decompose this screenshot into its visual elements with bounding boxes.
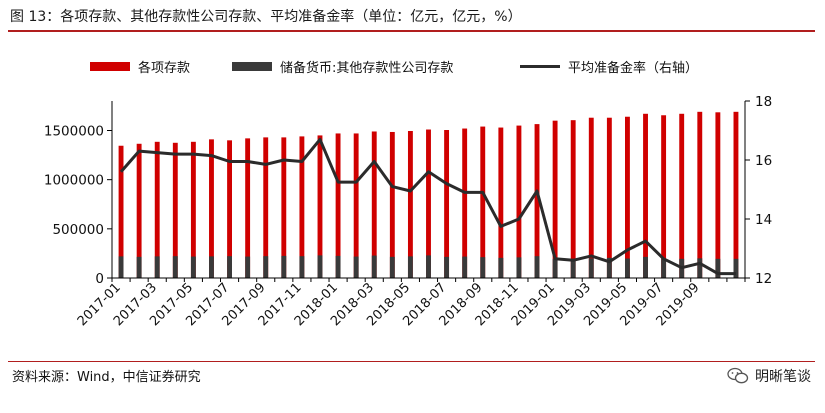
bar-deposits [136,143,142,278]
bar-other-deposits [697,258,703,278]
bar-deposits [552,120,558,279]
bar-deposits [245,138,251,278]
rate-line-series [119,137,736,276]
wechat-icon [727,367,749,384]
chart-title: 图 13：各项存款、其他存款性公司存款、平均准备金率（单位：亿元，亿元，%） [10,9,522,25]
bar-other-deposits [570,258,576,278]
bar-other-deposits [371,255,377,278]
bar-deposits [498,127,504,278]
legend-label-rate: 平均准备金率（右轴） [568,60,699,76]
bar-deposits [353,133,359,278]
bar-deposits [625,116,630,278]
bar-deposits [172,142,178,278]
bar-other-deposits [606,257,612,278]
bar-other-deposits [317,255,323,278]
right-tick-label: 16 [755,153,772,169]
bar-deposits [209,139,214,278]
bar-other-deposits [715,258,721,278]
bar-deposits [227,140,232,278]
rate-line [119,137,736,276]
bar-other-deposits [154,256,160,278]
chart-legend: 各项存款 储备货币:其他存款性公司存款 平均准备金率（右轴） [0,55,825,77]
bars-other-deposits-series [118,255,739,278]
right-tick-label: 18 [755,94,772,110]
legend-item-other-deposits: 储备货币:其他存款性公司存款 [232,55,453,77]
bar-other-deposits [136,256,142,278]
bar-deposits [697,111,703,278]
bar-deposits [534,124,540,278]
bar-other-deposits [407,256,413,278]
bar-other-deposits [661,258,667,278]
bar-other-deposits [588,258,594,278]
bar-other-deposits [227,256,232,278]
bar-other-deposits [426,255,431,278]
legend-item-deposits: 各项存款 [90,55,190,77]
bar-deposits [661,115,667,278]
bar-deposits [299,136,305,278]
bar-other-deposits [534,256,540,278]
right-tick-label: 14 [755,212,772,228]
bar-deposits [154,141,160,278]
bar-deposits [407,130,413,278]
legend-item-rate: 平均准备金率（右轴） [520,55,698,77]
left-tick-label: 1000000 [44,173,104,189]
legend-swatch-other-deposits [232,61,272,71]
bar-other-deposits [389,256,395,278]
bar-other-deposits [172,256,178,278]
bar-other-deposits [118,256,124,278]
bar-deposits [715,112,721,278]
bar-other-deposits [462,256,468,278]
footer-divider [8,361,815,362]
bar-deposits [516,125,522,278]
bar-other-deposits [498,257,504,278]
legend-label-other-deposits: 储备货币:其他存款性公司存款 [280,60,454,76]
title-divider [8,30,815,32]
bar-other-deposits [190,256,196,278]
bar-deposits [733,111,739,278]
legend-label-deposits: 各项存款 [138,60,191,76]
bar-deposits [317,135,323,278]
bar-other-deposits [209,256,214,278]
bar-other-deposits [480,257,486,278]
bar-deposits [588,117,594,278]
bar-deposits [679,113,685,279]
bar-deposits [426,129,431,278]
bar-deposits [263,137,269,278]
bar-other-deposits [353,256,359,278]
bar-other-deposits [516,257,522,278]
right-tick-label: 12 [755,271,772,287]
bar-deposits [281,137,287,278]
left-tick-label: 0 [95,271,104,287]
bar-deposits [444,130,450,278]
bar-deposits [462,128,468,278]
legend-swatch-rate [520,64,560,68]
left-tick-label: 1500000 [44,124,104,140]
bar-other-deposits [552,258,558,278]
legend-swatch-deposits [90,61,130,71]
bar-deposits [118,145,124,278]
bar-deposits [190,141,196,278]
bar-deposits [371,131,377,278]
bar-deposits [606,117,612,278]
bar-other-deposits [444,256,450,278]
bar-other-deposits [733,258,739,278]
bars-deposits-series [118,111,739,279]
bar-other-deposits [263,256,269,278]
bar-deposits [570,120,576,278]
bar-other-deposits [281,255,287,278]
bar-other-deposits [625,258,630,278]
bar-other-deposits [245,256,251,278]
left-tick-label: 500000 [52,222,104,238]
bar-deposits [480,126,486,278]
watermark-text: 明晰笔谈 [755,369,811,385]
watermark: 明晰笔谈 [727,366,811,386]
bar-other-deposits [643,256,648,278]
bar-deposits [389,131,395,278]
bar-deposits [643,113,648,279]
bar-other-deposits [299,256,305,278]
bar-other-deposits [335,255,341,278]
bar-deposits [335,133,341,278]
source-note: 资料来源：Wind，中信证券研究 [12,370,201,385]
